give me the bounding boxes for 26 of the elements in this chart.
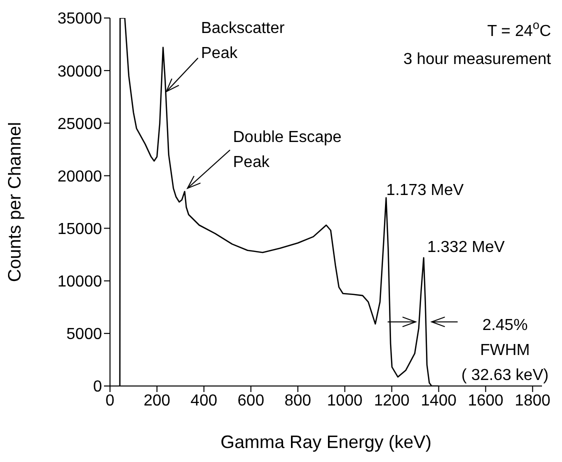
annotation: 1.332 MeV <box>427 239 506 256</box>
y-tick-label: 15000 <box>58 220 102 238</box>
x-tick-label: 1400 <box>420 392 457 410</box>
x-tick-label: 1600 <box>468 392 504 410</box>
x-tick-label: 1000 <box>326 392 363 410</box>
y-tick-label: 10000 <box>58 274 102 291</box>
y-tick-label: 20000 <box>58 168 102 186</box>
y-tick-label: 5000 <box>66 326 102 344</box>
y-tick-label: 25000 <box>58 116 102 133</box>
annotation: 2.45% FWHM ( 32.63 keV) <box>461 317 549 384</box>
x-tick-label: 1200 <box>374 392 410 410</box>
x-tick-label: 400 <box>190 392 218 410</box>
x-axis-title: Gamma Ray Energy (keV) <box>220 432 432 452</box>
annotation: Backscatter Peak <box>201 20 286 62</box>
y-tick-label: 30000 <box>58 63 102 80</box>
annotation: 3 hour measurement <box>403 51 552 68</box>
x-tick-label: 200 <box>144 392 170 410</box>
x-tick-label: 0 <box>106 392 115 410</box>
x-tick-label: 1800 <box>514 392 551 410</box>
annotation: Double Escape Peak <box>233 129 342 171</box>
y-tick-label: 0 <box>93 378 102 396</box>
y-tick-label: 35000 <box>58 10 102 28</box>
x-tick-label: 600 <box>238 392 264 410</box>
x-tick-label: 800 <box>284 392 312 410</box>
annotation: 1.173 MeV <box>386 182 464 199</box>
annotation: T = 24$^{o}$C <box>487 18 551 40</box>
